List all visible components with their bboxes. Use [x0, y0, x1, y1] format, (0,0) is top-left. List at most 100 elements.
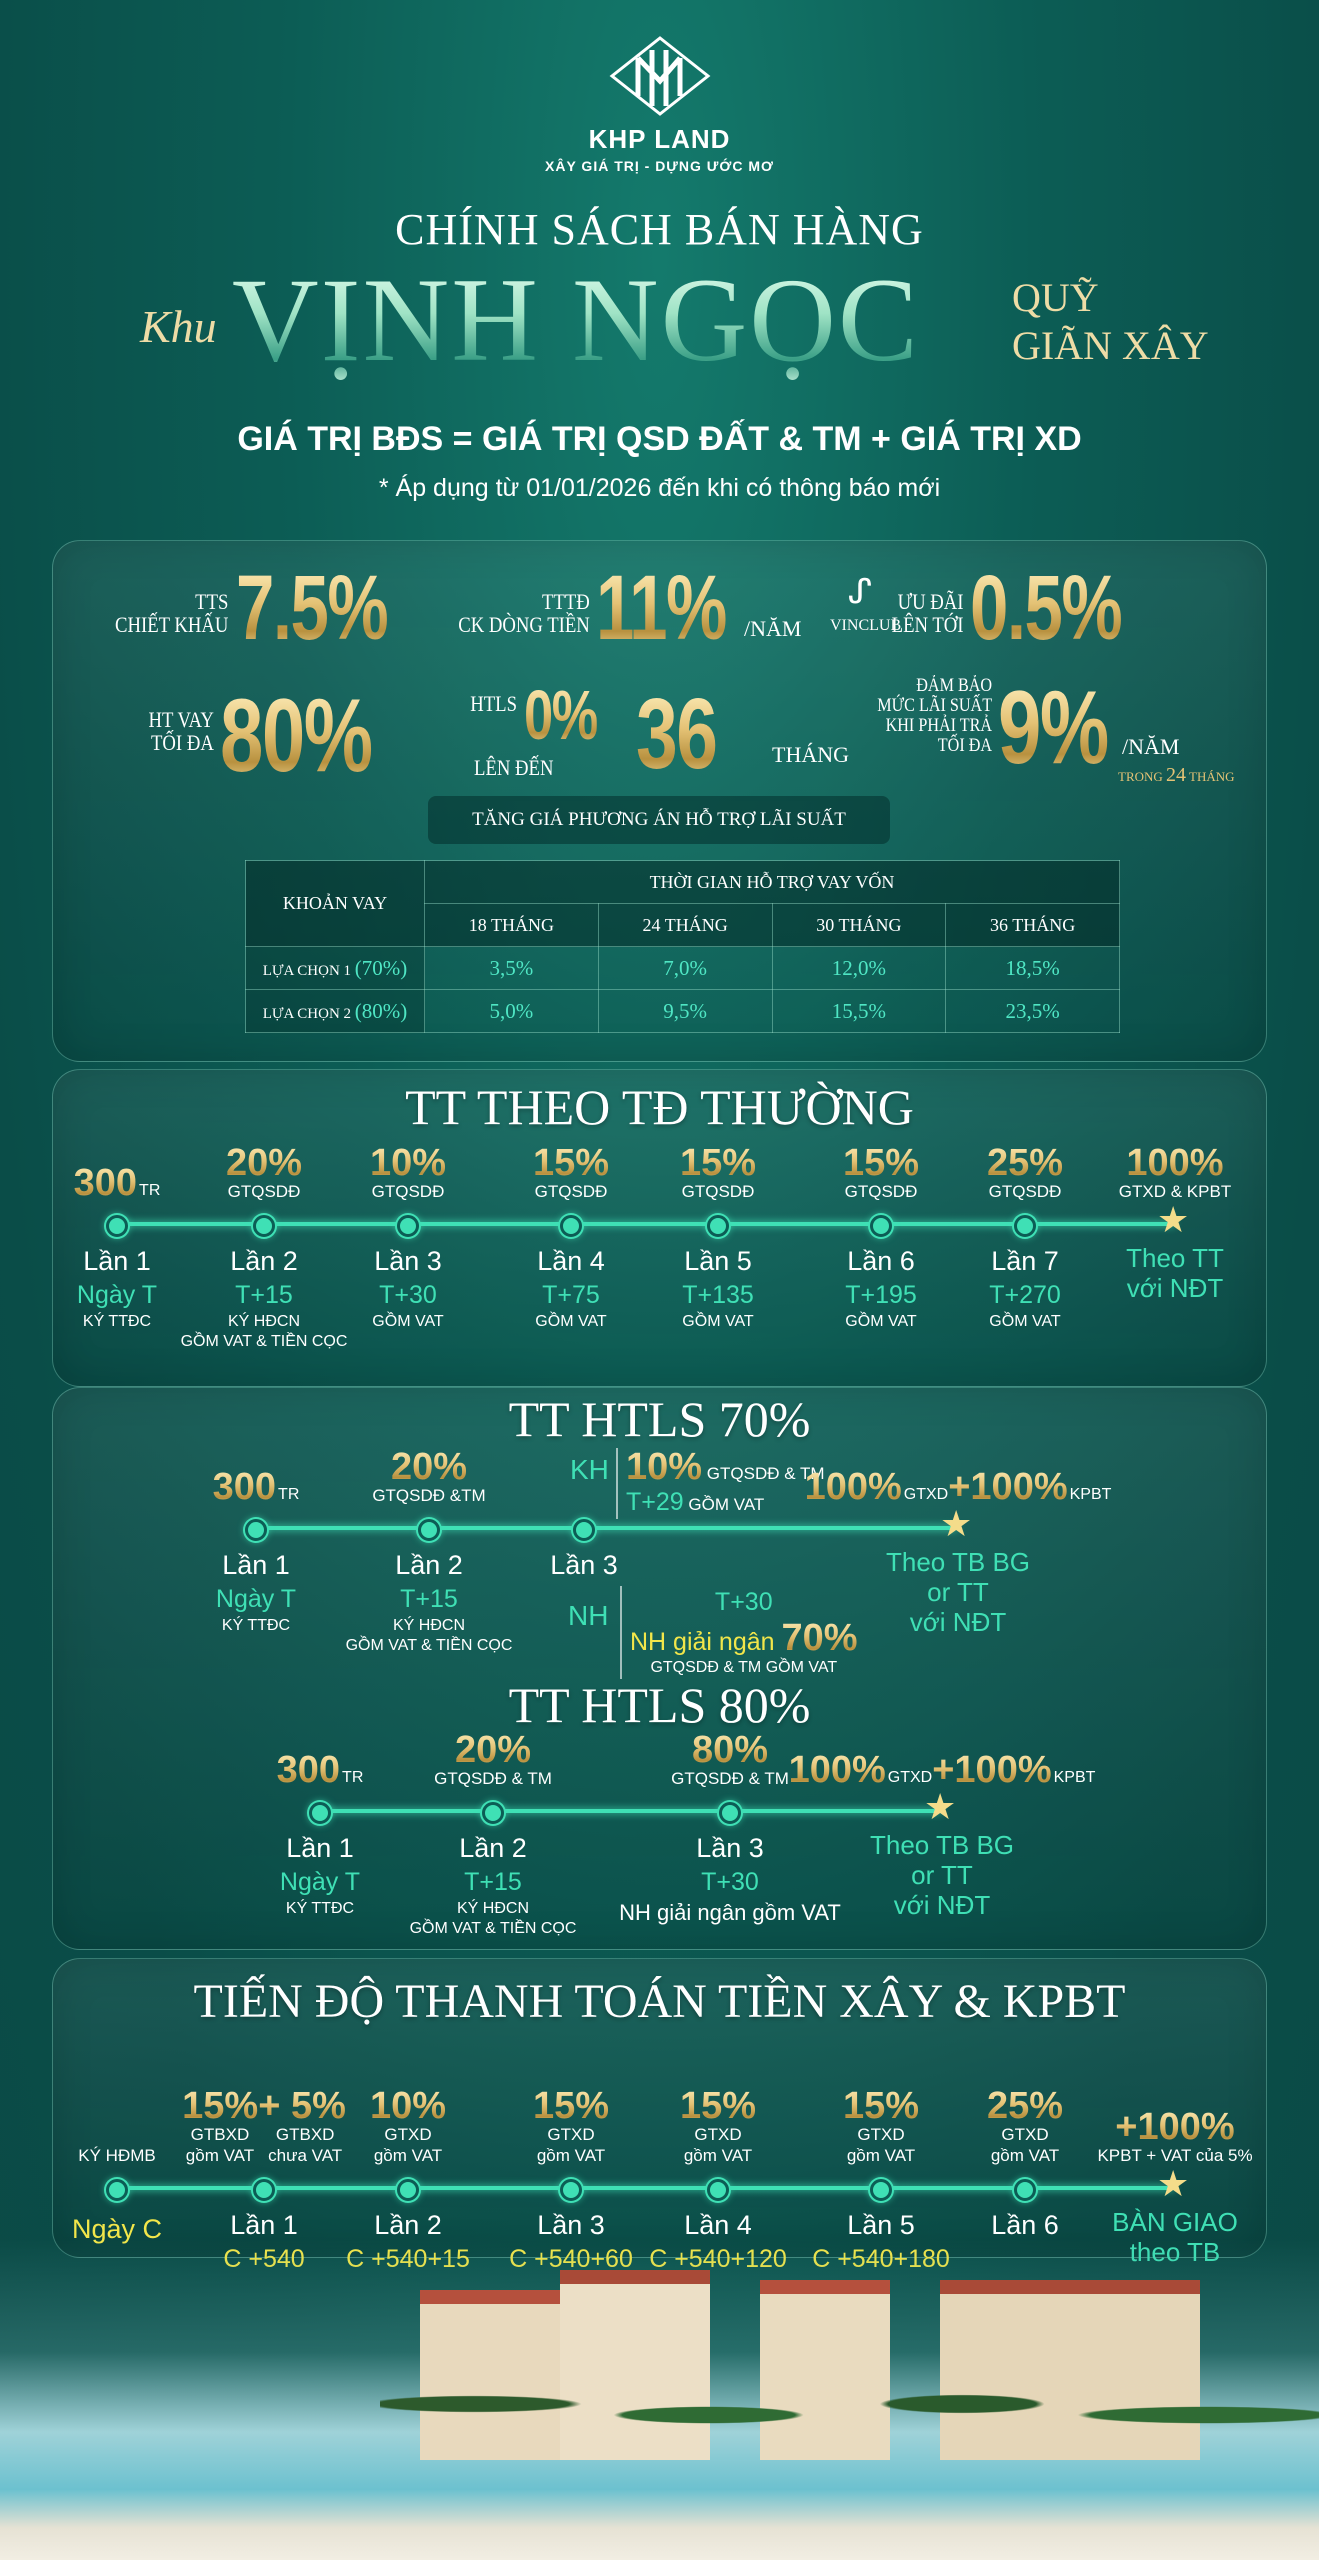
cell: 3,5%: [424, 946, 599, 990]
step-date: T+30: [379, 1281, 437, 1310]
htls-suffix: THÁNG: [772, 742, 849, 767]
amount-desc: GTQSDĐ: [988, 1181, 1062, 1201]
amount-desc: GTBXD chưa VAT: [268, 2125, 342, 2166]
step-label: Lần 1: [230, 2210, 298, 2240]
step-date: Theo TT: [1126, 1243, 1224, 1273]
step-note: GỒM VAT: [535, 1312, 607, 1330]
step-details: Theo TB BG or TT với NĐT: [886, 1547, 1030, 1638]
timeline-node-icon: [106, 1215, 128, 1237]
col-header: 36 THÁNG: [945, 903, 1120, 947]
step-details: Lần 7 T+270 GỒM VAT: [989, 1244, 1061, 1332]
step-amount: 25% GTQSDĐ: [987, 1144, 1063, 1202]
cell: 9,5%: [597, 989, 773, 1033]
amount-desc: GTQSDĐ & TM: [434, 1768, 552, 1788]
loan-label: HT VAY TỐI ĐA: [148, 707, 214, 756]
step-amount: 15%+ 5% GTBXD gồm VAT GTBXD chưa VAT: [182, 2087, 346, 2166]
htls70-timeline-line: [256, 1526, 958, 1530]
amount-desc: gồm VAT: [990, 2145, 1060, 2165]
section-title-htls70: TT HTLS 70%: [508, 1391, 811, 1447]
amount-value: 15%: [532, 1141, 610, 1184]
amount-desc: GTQSDĐ &TM: [372, 1485, 486, 1505]
timeline-node-icon: [560, 2179, 582, 2201]
step-label: Lần 2: [230, 1246, 298, 1276]
amount-values: 15%: [843, 2087, 919, 2125]
nh-details: T+30 NH giải ngân 70% GTQSDĐ & TM GỒM VAT: [620, 1586, 858, 1679]
step-date: T+195: [845, 1281, 917, 1310]
amount-unit: GTXD: [887, 1769, 933, 1786]
timeline-node-icon: [707, 2179, 729, 2201]
amount-values: 300 TR: [74, 1164, 161, 1202]
row-label: LỰA CHỌN 1 (70%): [245, 946, 425, 990]
step-details: Lần 4 T+75 GỒM VAT: [535, 1244, 606, 1332]
step-label: Lần 5: [684, 1246, 752, 1276]
step-details: Theo TB BG or TT với NĐT: [870, 1830, 1014, 1921]
step-amount: 300 TR: [74, 1164, 161, 1202]
star-icon: ★: [1157, 1199, 1190, 1240]
star-icon: ★: [1157, 2163, 1190, 2204]
cell: 18,5%: [945, 946, 1120, 990]
amount-values: 80%: [671, 1731, 789, 1769]
amount-desc: GTQSDĐ: [371, 1181, 445, 1201]
step-amount: 15% GTQSDĐ: [533, 1144, 609, 1202]
amount-value: 300: [276, 1749, 341, 1791]
amount-desc: GTXD & KPBT: [1118, 1181, 1232, 1201]
amount-desc: GTXD: [547, 2125, 595, 2145]
step-label: Lần 3: [550, 1550, 618, 1580]
step-amount: 20% GTQSDĐ & TM: [434, 1731, 552, 1789]
step-amount: 100% GTXD+100% KPBT: [789, 1751, 1096, 1789]
col-header: 30 THÁNG: [771, 903, 947, 947]
timeline-node-icon: [870, 1215, 892, 1237]
kh-note: GỒM VAT: [683, 1495, 765, 1514]
amount-desc: GTQSDĐ: [681, 1181, 755, 1201]
kh-row: T+29 GỒM VAT: [626, 1486, 825, 1519]
nh-value: 70%: [781, 1616, 858, 1659]
step-date: or TT: [911, 1859, 973, 1890]
amount-unit: GTXD: [903, 1486, 949, 1503]
amount-unit: TR: [342, 1769, 364, 1786]
table-row: LỰA CHỌN 1 (70%) 3,5% 7,0% 12,0% 18,5%: [245, 946, 1120, 990]
step-label: Lần 4: [684, 2210, 752, 2240]
amount-value: +100%: [932, 1749, 1052, 1791]
amount-value: 15%: [679, 1141, 757, 1184]
step-amount: 15% GTXD gồm VAT: [533, 2087, 609, 2166]
step-details: Lần 5 T+135 GỒM VAT: [682, 1244, 754, 1332]
amount-desc: KPBT + VAT của 5%: [1097, 2145, 1253, 2165]
amount-value: 20%: [225, 1141, 303, 1184]
guarantee-label: ĐẢM BẢO MỨC LÃI SUẤT KHI PHẢI TRẢ TỐI ĐA: [877, 675, 992, 756]
step-note: GỒM VAT: [682, 1312, 754, 1330]
amount-value: 15%: [532, 2085, 610, 2128]
step-note: KÝ HĐCN: [392, 1616, 465, 1634]
amount-desc: GTXD: [694, 2125, 742, 2145]
star-icon: ★: [940, 1503, 973, 1544]
amount-value: 10%: [369, 2085, 447, 2128]
amount-desc-columns: GTBXD gồm VAT GTBXD chưa VAT: [182, 2125, 346, 2166]
amount-desc: gồm VAT: [536, 2145, 606, 2165]
page-title: CHÍNH SÁCH BÁN HÀNG: [395, 205, 924, 254]
amount-values: 10%: [370, 2087, 446, 2125]
step-amount: 80% GTQSDĐ & TM: [671, 1731, 789, 1789]
step-details: Ngày C: [72, 2208, 162, 2247]
amount-values: 15%: [680, 1144, 756, 1182]
amount-desc-line: GTBXD: [190, 2125, 250, 2145]
normal-timeline-line: [117, 1222, 1175, 1226]
amount-values: 20%: [372, 1448, 485, 1486]
timeline-node-icon: [707, 1215, 729, 1237]
col-group-header: THỜI GIAN HỖ TRỢ VAY VỐN: [424, 860, 1120, 904]
timeline-node-icon: [397, 1215, 419, 1237]
step-amount: 20% GTQSDĐ &TM: [372, 1448, 485, 1506]
htls-months: 36: [636, 678, 718, 790]
step-details: Lần 2 T+15 KÝ HĐCN GỒM VAT & TIỀN CỌC: [346, 1548, 513, 1657]
amount-desc-line: GTBXD: [275, 2125, 335, 2145]
tts-label: TTS CHIẾT KHẤU: [114, 589, 228, 638]
value-formula: GIÁ TRỊ BĐS = GIÁ TRỊ QSD ĐẤT & TM + GIÁ…: [237, 420, 1082, 458]
row-label: LỰA CHỌN 2 (80%): [245, 989, 425, 1033]
step-amount: 15% GTQSDĐ: [843, 1144, 919, 1202]
cell: 12,0%: [771, 946, 947, 990]
step-label: Lần 1: [83, 1246, 151, 1276]
htls-label: HTLS: [470, 691, 517, 716]
step-date: BÀN GIAO: [1112, 2207, 1238, 2237]
section-title-construction: TIẾN ĐỘ THANH TOÁN TIỀN XÂY & KPBT: [193, 1975, 1126, 2028]
step-date: với NĐT: [909, 1606, 1007, 1637]
amount-values: 20%: [226, 1144, 302, 1182]
khp-logo: [608, 36, 712, 116]
